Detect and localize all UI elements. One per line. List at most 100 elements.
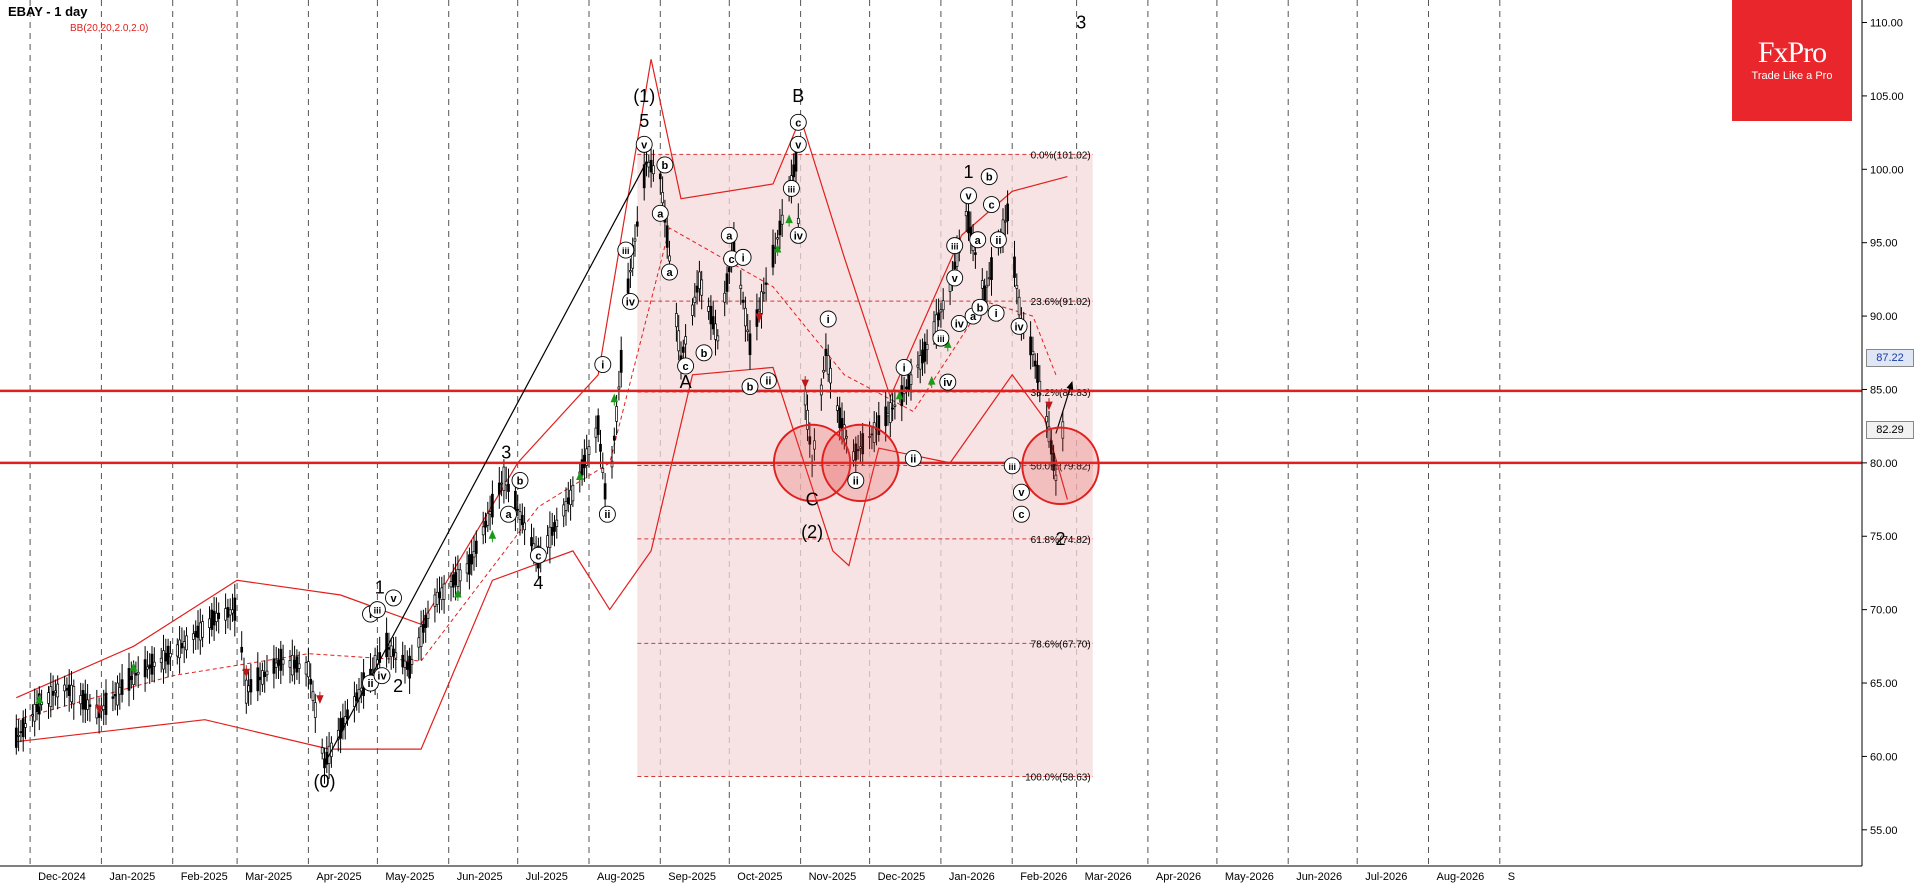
candle-body — [146, 666, 149, 670]
candle-body — [180, 643, 184, 649]
candle-body — [507, 483, 510, 492]
candle-body — [760, 291, 763, 314]
candle-body — [725, 273, 729, 292]
candle-body — [426, 612, 430, 619]
candle-body — [392, 648, 395, 657]
wave-label: 4 — [533, 573, 543, 593]
candle-body — [1054, 474, 1058, 481]
x-tick-label: Sep-2025 — [668, 871, 716, 883]
candle-body — [148, 664, 152, 669]
candle-body — [224, 608, 227, 621]
trend-lines — [323, 161, 1074, 765]
candle-body — [408, 655, 411, 679]
candle-body — [424, 614, 428, 628]
trend-line — [323, 161, 648, 765]
candle-body — [980, 280, 984, 289]
wave-label-text: ii — [367, 678, 373, 690]
wave-label: ii — [759, 372, 777, 390]
wave-label: 5 — [639, 111, 649, 131]
candle-body — [888, 402, 892, 423]
wave-label: i — [987, 304, 1005, 322]
candle-body — [583, 454, 586, 469]
wave-label-text: v — [390, 593, 397, 605]
wave-label: v — [385, 589, 402, 607]
candle-body — [449, 581, 453, 588]
candle-body — [263, 671, 267, 678]
candle-body — [695, 285, 699, 293]
y-tick-label: 75.00 — [1870, 531, 1898, 543]
candle-body — [675, 313, 678, 328]
wave-label-circle — [789, 226, 807, 244]
candle-body — [808, 436, 812, 445]
wave-label-text: ii — [853, 475, 859, 487]
candle-body — [893, 404, 897, 407]
candle-body — [405, 661, 409, 670]
candle-body — [530, 537, 533, 547]
candle-body — [661, 192, 664, 204]
candle-body — [564, 501, 568, 511]
candle-body — [454, 572, 457, 586]
wave-label-text: b — [662, 160, 669, 172]
candle-body — [974, 252, 977, 255]
candle-body — [279, 648, 283, 671]
candle-body — [707, 306, 710, 312]
trend-line — [1055, 380, 1074, 434]
candle-body — [120, 679, 124, 695]
wave-label: i — [594, 356, 612, 373]
wave-label-text: a — [666, 267, 673, 279]
candle-body — [470, 553, 474, 565]
wave-label-text: c — [795, 117, 801, 129]
wave-label: b — [971, 298, 989, 316]
candle-body — [293, 659, 296, 669]
candle-body — [803, 389, 807, 406]
x-tick-label: Jan-2025 — [109, 871, 155, 883]
wave-label-circle — [594, 356, 612, 373]
candle-body — [175, 644, 179, 657]
up-arrow-icon — [129, 662, 138, 675]
wave-label: ii — [598, 505, 616, 523]
wave-label-circle — [904, 450, 922, 467]
candle-body — [987, 277, 991, 280]
wave-label-text: iv — [955, 318, 965, 330]
highlight-circle — [1021, 426, 1100, 505]
wave-label-circle — [635, 135, 653, 153]
wave-label: C — [806, 490, 819, 510]
candle-body — [65, 687, 69, 691]
wave-label-circle — [621, 292, 639, 310]
candle-body — [244, 679, 248, 704]
candle-body — [596, 415, 600, 435]
wave-label: (2) — [801, 522, 823, 542]
down-arrow-icon — [242, 665, 251, 678]
x-tick-label: Apr-2026 — [1156, 871, 1201, 883]
logo-brand: FxPro — [1757, 36, 1827, 69]
candle-body — [178, 639, 181, 659]
candle-body — [500, 482, 503, 485]
candle-body — [194, 630, 198, 638]
candle-body — [166, 645, 170, 665]
candle-body — [86, 699, 89, 710]
candle-body — [990, 257, 993, 280]
candle-body — [313, 702, 317, 718]
candle-body — [33, 703, 37, 722]
candle-body — [615, 406, 618, 422]
logo-tagline: Trade Like a Pro — [1751, 70, 1833, 82]
y-tick-label: 95.00 — [1870, 238, 1898, 250]
wave-label: ii — [989, 231, 1007, 249]
candle-body — [594, 427, 598, 438]
candle-body — [822, 369, 825, 373]
candle-body — [546, 535, 549, 548]
wave-label-text: 1 — [375, 578, 385, 598]
candle-body — [642, 164, 646, 189]
candle-body — [49, 686, 53, 707]
wave-label: B — [792, 86, 804, 106]
wave-label: iv — [939, 373, 957, 391]
candle-body — [601, 467, 605, 473]
candle-body — [665, 225, 669, 248]
candle-body — [385, 632, 388, 658]
candle-body — [824, 348, 828, 356]
wave-label-text: i — [601, 360, 604, 372]
wave-label: iv — [621, 292, 639, 310]
candle-body — [113, 694, 117, 697]
x-tick-label: Apr-2025 — [316, 871, 361, 883]
candle-body — [813, 440, 816, 450]
